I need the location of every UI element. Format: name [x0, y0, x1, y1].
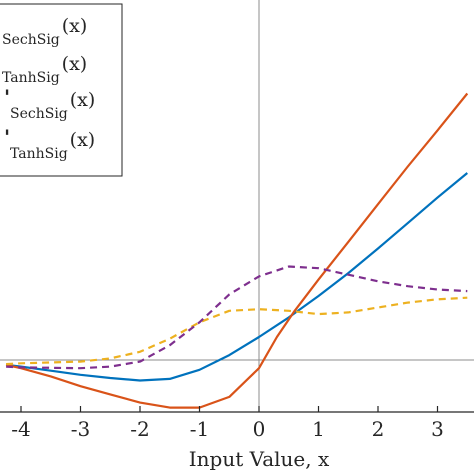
x-axis-label: Input Value, x — [189, 447, 330, 471]
x-tick-label: -4 — [11, 417, 30, 441]
legend-label: SechSig — [10, 106, 68, 122]
series-line-4 — [6, 265, 468, 370]
legend-entry-1: SechSig(x) — [2, 15, 87, 48]
x-tick-label: 3 — [431, 417, 444, 441]
series-line-2 — [5, 92, 469, 409]
legend-entry-4: 'TanhSig(x) — [4, 125, 95, 162]
legend-label: SechSig — [2, 32, 60, 48]
x-axis: -4 -3 -2 -1 0 1 2 3 — [0, 406, 474, 441]
x-tick-label: -3 — [71, 417, 90, 441]
x-tick-label: 2 — [372, 417, 385, 441]
legend-prime: ' — [4, 85, 10, 109]
legend-arg: (x) — [70, 129, 96, 151]
x-tick-label: -2 — [130, 417, 149, 441]
legend-arg: (x) — [62, 53, 88, 75]
legend-prime: ' — [4, 125, 10, 149]
plot-lines — [5, 92, 469, 409]
legend-entry-2: TanhSig(x) — [2, 53, 87, 86]
legend-label: TanhSig — [10, 146, 68, 162]
legend-arg: (x) — [70, 89, 96, 111]
legend-label: TanhSig — [2, 70, 60, 86]
legend: SechSig(x)TanhSig(x)'SechSig(x)'TanhSig(… — [0, 3, 123, 177]
legend-box — [0, 3, 123, 177]
x-tick-label: 0 — [253, 417, 266, 441]
legend-arg: (x) — [62, 15, 88, 37]
series-line-1 — [5, 172, 469, 382]
series-line-3 — [6, 296, 468, 366]
legend-entry-3: 'SechSig(x) — [4, 85, 95, 122]
x-tick-label: -1 — [190, 417, 209, 441]
axis-lines — [0, 0, 474, 412]
x-tick-label: 1 — [312, 417, 325, 441]
